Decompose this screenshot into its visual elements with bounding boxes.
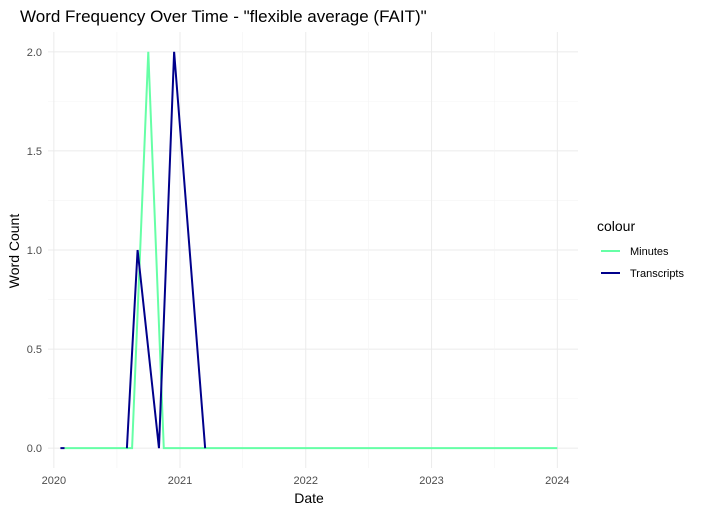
series-line-minutes — [64, 51, 558, 450]
y-tick-label: 0.0 — [27, 443, 42, 455]
y-tick-label: 1.5 — [27, 146, 42, 158]
y-tick-label: 1.0 — [27, 245, 42, 257]
y-axis-title: Word Count — [6, 214, 22, 289]
y-axis-ticks: 0.0 0.5 1.0 1.5 2.0 — [27, 47, 42, 455]
x-tick-label: 2023 — [419, 475, 443, 487]
x-tick-label: 2024 — [545, 475, 569, 487]
legend-label-minutes: Minutes — [630, 246, 669, 258]
series-layer — [60, 51, 558, 450]
legend-items: Minutes Transcripts — [601, 246, 684, 280]
y-tick-label: 2.0 — [27, 47, 42, 59]
legend-label-transcripts: Transcripts — [630, 268, 684, 280]
x-axis-title: Date — [294, 490, 324, 506]
y-tick-label: 0.5 — [27, 344, 42, 356]
legend: colour Minutes Transcripts — [597, 218, 684, 280]
grid-layer — [48, 32, 578, 468]
legend-title: colour — [597, 218, 635, 234]
x-tick-label: 2020 — [42, 475, 66, 487]
x-tick-label: 2022 — [294, 475, 318, 487]
series-line-transcripts — [60, 51, 207, 450]
x-axis-ticks: 2020 2021 2022 2023 2024 — [42, 475, 570, 487]
chart-title: Word Frequency Over Time - "flexible ave… — [20, 7, 427, 26]
x-tick-label: 2021 — [168, 475, 192, 487]
